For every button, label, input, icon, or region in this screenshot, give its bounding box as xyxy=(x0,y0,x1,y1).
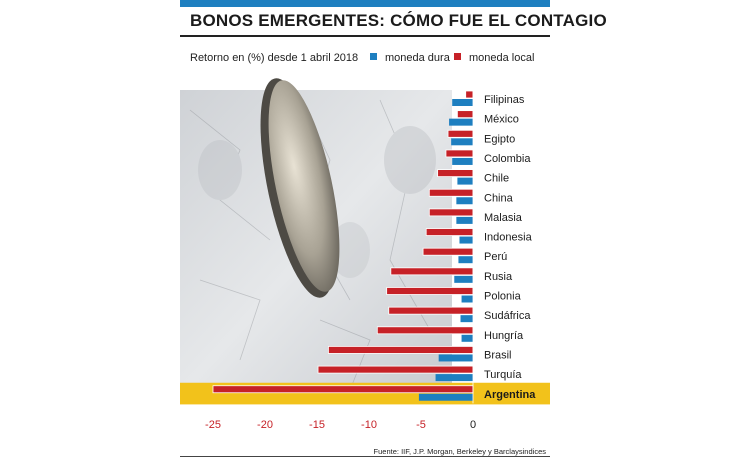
accent-bar xyxy=(180,0,550,7)
bar-local-china xyxy=(428,188,474,197)
bar-local-peru xyxy=(422,247,474,256)
source-note: Fuente: IIF, J.P. Morgan, Berkeley y Bar… xyxy=(373,447,546,456)
bar-hard-malasia xyxy=(456,216,473,224)
bar-local-argentina xyxy=(212,385,474,394)
bar-hard-colombia xyxy=(452,157,473,165)
category-label-brasil: Brasil xyxy=(484,349,512,361)
bar-hard-egipto xyxy=(451,138,473,146)
bar-local-rusia xyxy=(390,267,474,276)
infographic: BONOS EMERGENTES: CÓMO FUE EL CONTAGIO R… xyxy=(180,0,607,460)
bar-hard-china xyxy=(456,197,473,205)
category-label-malasia: Malasia xyxy=(484,212,523,224)
legend-swatch-hard xyxy=(370,53,377,60)
bar-local-egipto xyxy=(447,129,474,138)
bar-local-hungria xyxy=(376,326,474,335)
bar-local-malasia xyxy=(428,208,474,217)
category-label-indonesia: Indonesia xyxy=(484,232,533,244)
bar-hard-turquia xyxy=(435,374,473,382)
bar-hard-hungria xyxy=(461,334,473,342)
bar-hard-brasil xyxy=(438,354,473,362)
category-label-mexico: México xyxy=(484,114,519,126)
legend-label-local: moneda local xyxy=(469,52,535,64)
x-tick-label: -20 xyxy=(257,419,273,431)
category-label-chile: Chile xyxy=(484,173,509,185)
footer-rule xyxy=(180,456,550,457)
category-label-turquia: Turquía xyxy=(484,369,522,381)
bar-hard-argentina xyxy=(418,393,473,401)
category-label-argentina: Argentina xyxy=(484,389,536,401)
bar-hard-polonia xyxy=(461,295,473,303)
bar-local-polonia xyxy=(386,287,474,295)
category-label-sudafrica: Sudáfrica xyxy=(484,310,531,322)
category-label-peru: Perú xyxy=(484,251,507,263)
legend-label-hard: moneda dura xyxy=(385,52,450,64)
bar-hard-chile xyxy=(457,177,473,185)
bar-local-sudafrica xyxy=(388,306,474,315)
bar-local-brasil xyxy=(328,346,474,354)
legend-item-local: moneda local xyxy=(454,52,534,64)
category-label-egipto: Egipto xyxy=(484,133,515,145)
legend-swatch-local xyxy=(454,53,461,60)
bar-local-indonesia xyxy=(425,228,474,236)
bar-hard-rusia xyxy=(454,275,473,283)
category-label-rusia: Rusia xyxy=(484,271,513,283)
category-label-filipinas: Filipinas xyxy=(484,94,525,106)
category-label-hungria: Hungría xyxy=(484,330,524,342)
x-tick-label: -25 xyxy=(205,419,221,431)
bar-local-chile xyxy=(437,169,474,178)
chart-title: BONOS EMERGENTES: CÓMO FUE EL CONTAGIO xyxy=(190,11,607,30)
category-label-colombia: Colombia xyxy=(484,153,531,165)
x-tick-label: -10 xyxy=(361,419,377,431)
x-tick-label: -15 xyxy=(309,419,325,431)
bar-local-mexico xyxy=(456,110,474,119)
bar-chart: Filipinas México Egipto Colombia Chile China M… xyxy=(180,78,550,431)
bar-hard-sudafrica xyxy=(460,315,473,323)
bar-hard-filipinas xyxy=(452,99,473,106)
category-label-china: China xyxy=(484,192,514,204)
chart-subtitle: Retorno en (%) desde 1 abril 2018 xyxy=(190,52,359,64)
bar-local-colombia xyxy=(445,149,474,158)
bar-hard-mexico xyxy=(449,118,473,126)
x-tick-label: -5 xyxy=(416,419,426,431)
bar-hard-peru xyxy=(458,256,473,264)
subtitle-row: Retorno en (%) desde 1 abril 2018 moneda… xyxy=(180,35,550,75)
category-label-polonia: Polonia xyxy=(484,291,522,303)
coin-illustration xyxy=(260,78,340,298)
bar-local-turquia xyxy=(317,365,474,374)
legend-item-hard: moneda dura xyxy=(370,52,450,64)
bar-hard-indonesia xyxy=(459,236,473,244)
x-tick-label: 0 xyxy=(470,419,476,431)
bar-local-filipinas xyxy=(465,90,474,99)
